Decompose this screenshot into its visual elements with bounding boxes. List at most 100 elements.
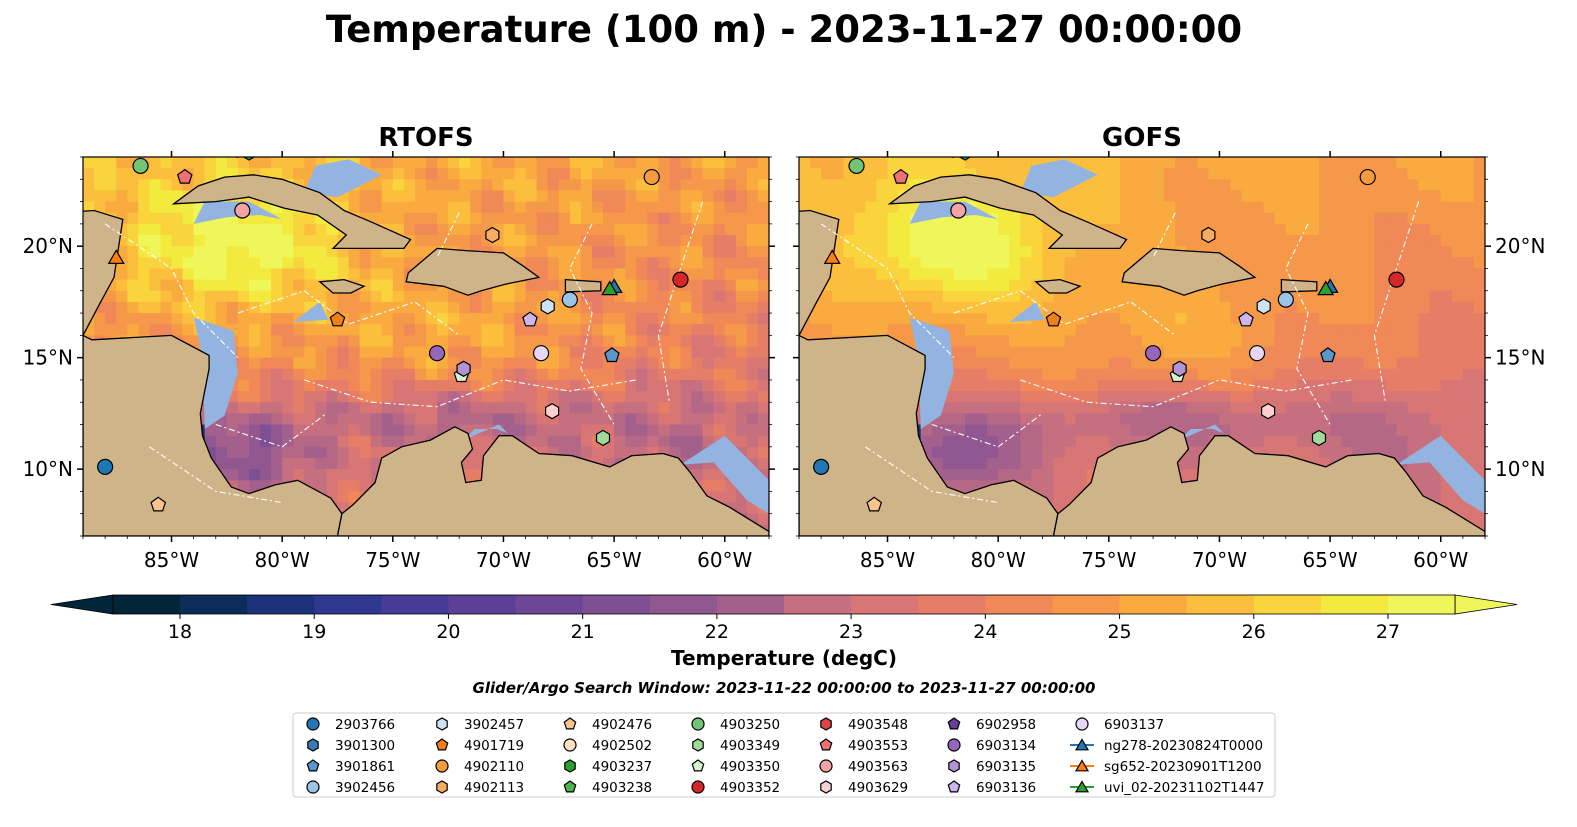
field-cell bbox=[1042, 446, 1055, 459]
field-cell bbox=[1153, 313, 1165, 325]
field-cell bbox=[691, 446, 704, 459]
field-cell bbox=[1064, 402, 1077, 414]
field-cell bbox=[1451, 179, 1464, 191]
field-cell bbox=[1142, 324, 1154, 336]
field-cell bbox=[448, 212, 460, 225]
field-cell bbox=[1285, 379, 1298, 392]
field-cell bbox=[1451, 379, 1464, 392]
field-cell bbox=[370, 379, 383, 392]
field-cell bbox=[271, 223, 283, 236]
field-cell bbox=[226, 435, 239, 448]
field-cell bbox=[1053, 268, 1066, 281]
field-cell bbox=[359, 435, 372, 448]
field-cell bbox=[271, 446, 283, 459]
field-cell bbox=[1385, 391, 1398, 403]
field-cell bbox=[647, 391, 659, 403]
field-cell bbox=[680, 413, 693, 426]
field-cell bbox=[1374, 357, 1387, 370]
field-cell bbox=[282, 413, 294, 426]
field-cell bbox=[414, 301, 427, 314]
field-cell bbox=[1241, 235, 1254, 247]
field-cell bbox=[282, 246, 294, 258]
field-cell bbox=[1186, 357, 1198, 370]
field-cell bbox=[569, 157, 582, 169]
field-cell bbox=[381, 201, 394, 214]
field-cell bbox=[843, 257, 855, 269]
eez-boundary bbox=[1152, 212, 1176, 258]
field-cell bbox=[1197, 290, 1209, 303]
field-cell bbox=[481, 435, 493, 448]
field-cell bbox=[1252, 268, 1265, 281]
field-cell bbox=[1031, 212, 1044, 225]
field-cell bbox=[1175, 402, 1187, 414]
field-cell bbox=[525, 179, 538, 191]
field-cell bbox=[1053, 190, 1066, 203]
colorbar-cell bbox=[1320, 595, 1389, 614]
field-cell bbox=[920, 235, 933, 247]
field-cell bbox=[337, 502, 350, 515]
field-cell bbox=[832, 179, 844, 191]
field-cell bbox=[481, 402, 493, 414]
field-cell bbox=[1274, 346, 1287, 359]
field-cell bbox=[724, 335, 737, 348]
field-cell bbox=[1330, 424, 1342, 437]
field-cell bbox=[381, 246, 394, 258]
field-cell bbox=[293, 168, 305, 180]
field-cell bbox=[260, 446, 272, 459]
field-cell bbox=[1186, 435, 1198, 448]
field-cell bbox=[757, 246, 769, 258]
field-cell bbox=[1440, 357, 1453, 370]
field-cell bbox=[1418, 235, 1431, 247]
field-cell bbox=[1009, 469, 1021, 481]
field-cell bbox=[1219, 201, 1232, 214]
field-cell bbox=[920, 268, 933, 281]
field-cell bbox=[735, 379, 748, 392]
field-cell bbox=[193, 168, 206, 180]
field-cell bbox=[403, 257, 416, 269]
field-cell bbox=[625, 313, 637, 325]
field-cell bbox=[636, 379, 648, 392]
field-cell bbox=[138, 290, 150, 303]
field-cell bbox=[1042, 402, 1055, 414]
field-cell bbox=[271, 424, 283, 437]
field-cell bbox=[204, 157, 217, 169]
field-cell bbox=[381, 424, 394, 437]
field-cell bbox=[898, 223, 911, 236]
field-cell bbox=[1119, 379, 1132, 392]
field-cell bbox=[647, 201, 659, 214]
field-cell bbox=[1462, 446, 1475, 459]
field-cell bbox=[976, 480, 988, 492]
field-cell bbox=[94, 201, 106, 214]
field-cell bbox=[304, 335, 316, 348]
x-tick-label: 75°W bbox=[1081, 548, 1136, 572]
field-cell bbox=[876, 235, 889, 247]
colorbar-cell bbox=[1052, 595, 1120, 614]
field-cell bbox=[182, 279, 195, 292]
field-cell bbox=[625, 301, 637, 314]
field-cell bbox=[1352, 246, 1364, 258]
colorbar-cell bbox=[247, 595, 315, 614]
field-cell bbox=[426, 235, 438, 247]
field-cell bbox=[1031, 435, 1044, 448]
field-cell bbox=[1053, 246, 1066, 258]
legend-label: 4902476 bbox=[592, 717, 652, 733]
field-cell bbox=[965, 324, 977, 336]
field-cell bbox=[625, 446, 637, 459]
field-cell bbox=[724, 223, 737, 236]
field-cell bbox=[669, 179, 682, 191]
field-cell bbox=[658, 379, 671, 392]
field-cell bbox=[1385, 246, 1398, 258]
field-cell bbox=[1230, 324, 1243, 336]
field-cell bbox=[193, 157, 206, 169]
field-cell bbox=[1219, 335, 1232, 348]
field-cell bbox=[1064, 301, 1077, 314]
field-cell bbox=[83, 168, 95, 180]
field-cell bbox=[547, 168, 560, 180]
field-cell bbox=[237, 290, 250, 303]
field-cell bbox=[337, 335, 350, 348]
field-cell bbox=[282, 368, 294, 381]
field-cell bbox=[226, 313, 239, 325]
field-cell bbox=[757, 513, 769, 526]
field-cell bbox=[1319, 391, 1331, 403]
field-cell bbox=[942, 435, 955, 448]
